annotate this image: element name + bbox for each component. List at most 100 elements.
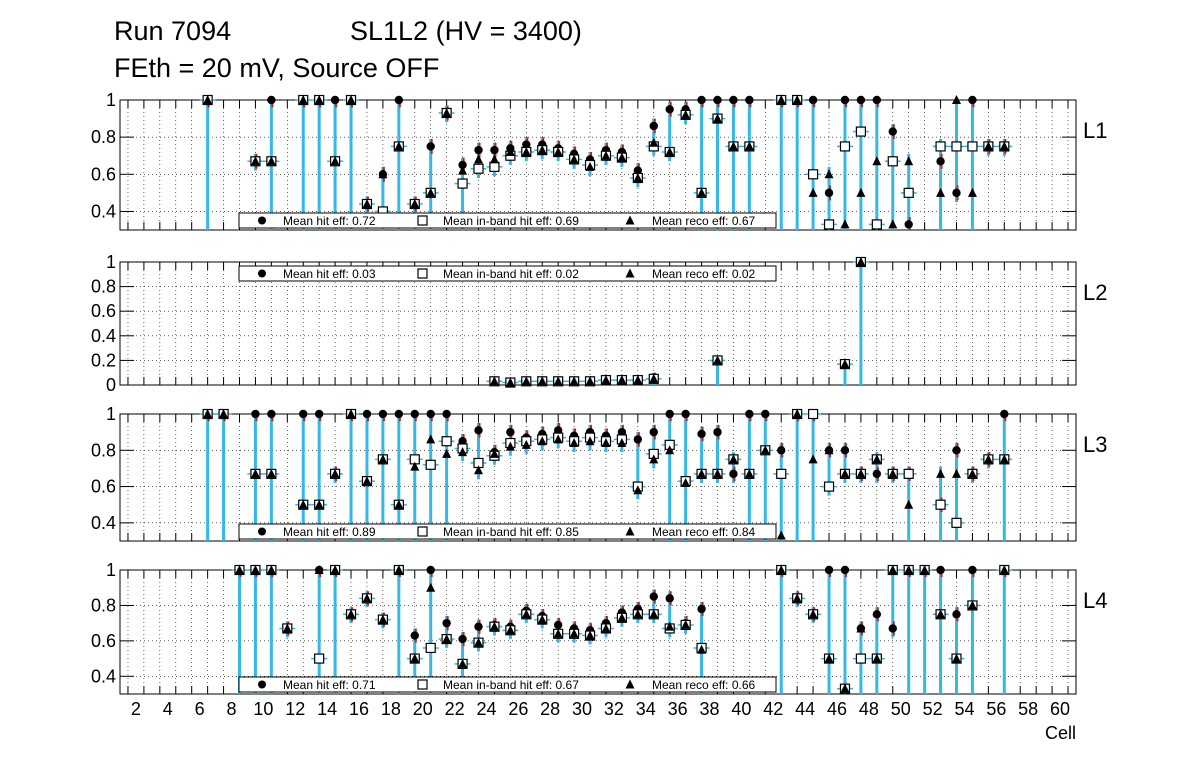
- legend-entry: Mean reco eff: 0.67: [652, 214, 756, 228]
- reco-eff-point: [394, 565, 404, 574]
- y-tick-label: 1: [106, 252, 116, 272]
- hit-eff-point: [745, 409, 754, 419]
- legend-entry: Mean reco eff: 0.66: [652, 678, 756, 692]
- reco-eff-point: [713, 113, 722, 123]
- hit-eff-point: [458, 634, 467, 644]
- reco-eff-point: [808, 609, 818, 619]
- x-tick-label: 2: [131, 699, 141, 719]
- x-tick-label: 28: [540, 699, 560, 719]
- chamber-label: SL1L2 (HV = 3400): [350, 16, 582, 46]
- hit-eff-point: [840, 565, 850, 575]
- reco-eff-point: [808, 187, 818, 197]
- hit-eff-point: [840, 446, 850, 455]
- reco-eff-point: [872, 653, 882, 663]
- hit-eff-point: [378, 409, 388, 419]
- legend-entry: Mean hit eff: 0.03: [283, 267, 376, 281]
- legend-entry: Mean reco eff: 0.02: [652, 267, 756, 281]
- y-tick-label: 0.8: [91, 277, 116, 297]
- reco-eff-point: [266, 565, 276, 574]
- reco-eff-point: [585, 161, 595, 171]
- x-tick-label: 60: [1050, 699, 1070, 719]
- run-label: Run 7094: [114, 16, 232, 46]
- legend-entry: Mean hit eff: 0.71: [283, 678, 376, 692]
- reco-eff-point: [904, 499, 914, 509]
- legend-reco-marker: [625, 526, 635, 536]
- hit-eff-point: [697, 604, 706, 614]
- panel-frame: [119, 261, 1077, 386]
- reco-eff-point: [346, 609, 356, 619]
- reco-eff-point: [713, 468, 722, 478]
- reco-eff-point: [792, 95, 802, 104]
- x-tick-label: 36: [668, 699, 688, 719]
- hit-eff-point: [872, 610, 882, 619]
- reco-eff-point: [649, 454, 659, 464]
- reco-eff-point: [489, 154, 499, 164]
- hit-eff-point: [410, 631, 419, 640]
- layer-label: L4: [1083, 588, 1107, 613]
- reco-eff-point: [266, 156, 276, 166]
- reco-eff-point: [792, 593, 802, 603]
- y-tick-label: 0.6: [91, 477, 116, 497]
- reco-eff-point: [856, 623, 866, 633]
- y-tick-label: 0.8: [91, 127, 116, 147]
- panel-frame: [119, 569, 1077, 695]
- reco-eff-point: [601, 438, 611, 448]
- reco-eff-point: [760, 445, 770, 455]
- hit-eff-point: [330, 95, 340, 105]
- legend-hit-marker: [258, 269, 266, 278]
- reco-eff-point: [553, 628, 563, 638]
- reco-eff-point: [569, 154, 579, 164]
- reco-eff-point: [474, 154, 483, 164]
- inband-eff-point: [457, 178, 468, 189]
- reco-eff-point: [681, 109, 691, 119]
- inband-eff-point: [855, 126, 867, 137]
- legend-hit-marker: [258, 680, 266, 689]
- hit-eff-point: [729, 95, 738, 105]
- reco-eff-point: [346, 409, 356, 418]
- reco-eff-point: [776, 530, 786, 540]
- y-tick-label: 0.4: [91, 513, 116, 533]
- hit-eff-point: [952, 610, 961, 619]
- hit-eff-point: [553, 620, 563, 630]
- reco-eff-point: [936, 468, 946, 478]
- y-tick-label: 0.4: [91, 666, 116, 686]
- inband-eff-point: [489, 161, 500, 172]
- reco-eff-point: [410, 199, 420, 208]
- hit-eff-point: [633, 166, 643, 175]
- hit-eff-point: [968, 565, 977, 575]
- reco-eff-point: [808, 454, 818, 464]
- x-tick-label: 34: [636, 699, 656, 719]
- reco-eff-point: [983, 141, 993, 151]
- reco-eff-point: [489, 621, 499, 631]
- reco-eff-point: [681, 619, 691, 629]
- reco-eff-point: [952, 653, 961, 663]
- inband-eff-point: [887, 156, 898, 167]
- hit-eff-point: [681, 409, 690, 419]
- reco-eff-point: [521, 609, 531, 619]
- hit-eff-point: [362, 409, 372, 419]
- reco-eff-point: [537, 376, 547, 386]
- x-tick-label: 52: [923, 699, 943, 719]
- x-tick-label: 26: [508, 699, 528, 719]
- reco-eff-point: [840, 359, 850, 369]
- y-tick-label: 0.4: [91, 201, 116, 221]
- reco-eff-point: [999, 565, 1009, 574]
- hit-eff-point: [426, 565, 435, 575]
- reco-eff-point: [266, 468, 276, 478]
- panel-l3: 0.4 0.6 0.8 1 L3 Mean hit eff: 0.89 Mean in-ba…: [91, 404, 1107, 542]
- reco-eff-point: [601, 375, 611, 385]
- hit-eff-point: [314, 409, 324, 419]
- reco-eff-point: [489, 376, 499, 386]
- legend-inband-marker: [417, 268, 428, 279]
- legend-hit-marker: [258, 216, 266, 225]
- reco-eff-point: [824, 445, 834, 455]
- reco-eff-point: [601, 150, 611, 160]
- panel-l2: 0 0.2 0.4 0.6 0.8 1 L2 Mean hit eff: 0.03 Mean i…: [91, 252, 1108, 395]
- reco-eff-point: [298, 95, 308, 104]
- hit-eff-point: [665, 105, 674, 114]
- hit-eff-point: [251, 409, 260, 419]
- reco-eff-point: [203, 95, 213, 104]
- legend-box: [238, 265, 777, 282]
- x-tick-label: 46: [827, 699, 847, 719]
- inband-eff-point: [839, 141, 851, 152]
